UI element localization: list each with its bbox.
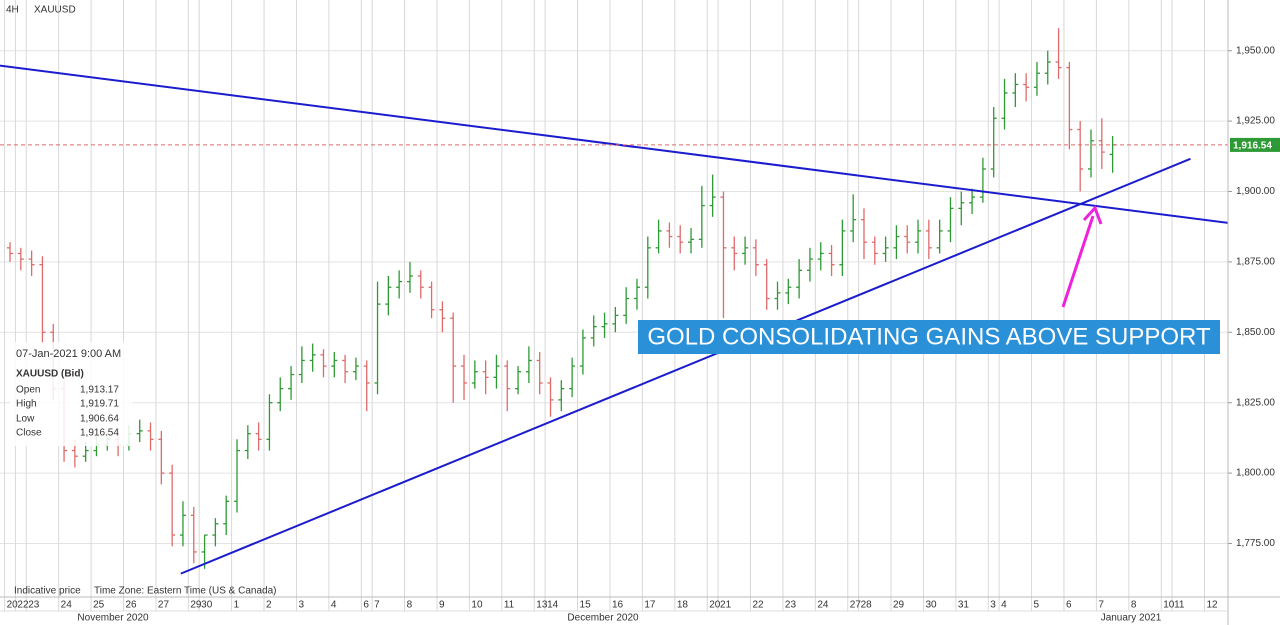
x-tick-label: 24 [817, 600, 829, 611]
x-tick-label: 18 [677, 600, 689, 611]
x-tick-label: 23 [28, 600, 40, 611]
y-tick-label: 1,850.00 [1236, 327, 1275, 338]
x-tick-label: 25 [93, 600, 105, 611]
info-label: Open [16, 385, 40, 396]
x-tick-label: 3 [990, 600, 996, 611]
info-value: 1,913.17 [80, 385, 119, 396]
info-title: XAUUSD (Bid) [16, 369, 84, 380]
x-tick-label: 26 [126, 600, 138, 611]
x-tick-label: 30 [925, 600, 937, 611]
arrow-shaft [1061, 215, 1095, 308]
x-tick-label: 31 [958, 600, 970, 611]
info-panel-bg [10, 342, 132, 446]
y-tick-label: 1,825.00 [1236, 397, 1275, 408]
month-label: November 2020 [77, 613, 149, 624]
y-tick-label: 1,900.00 [1236, 186, 1275, 197]
x-tick-label: 5 [1034, 600, 1040, 611]
x-tick-label: 16 [612, 600, 624, 611]
x-tick-label: 7 [1098, 600, 1104, 611]
x-tick-label: 11 [504, 600, 515, 611]
month-label: January 2021 [1101, 613, 1162, 624]
trendline [180, 157, 1191, 575]
x-tick-label: 6 [363, 600, 369, 611]
x-tick-label: 6 [1066, 600, 1072, 611]
info-value: 1,916.54 [80, 428, 119, 439]
y-tick-label: 1,800.00 [1236, 468, 1275, 479]
last-price-label: 1,916.54 [1233, 141, 1272, 152]
info-panel: 07-Jan-2021 9:00 AM XAUUSD (Bid) Open 1,… [10, 342, 132, 446]
x-tick-label: 8 [1131, 600, 1137, 611]
x-tick-label: 1 [234, 600, 240, 611]
x-tick-label: 29 [893, 600, 905, 611]
x-tick-label: 11 [1174, 600, 1185, 611]
x-tick-label: 8 [407, 600, 413, 611]
x-tick-label: 12 [1207, 600, 1219, 611]
info-label: Close [16, 428, 42, 439]
x-tick-label: 22 [17, 600, 29, 611]
x-tick-label: 4 [331, 600, 337, 611]
trendline [0, 64, 1228, 224]
info-value: 1,919.71 [80, 399, 119, 410]
annotation-text: GOLD CONSOLIDATING GAINS ABOVE SUPPORT [647, 323, 1211, 350]
x-tick-label: 21 [720, 600, 732, 611]
last-price-box [1230, 137, 1280, 152]
y-tick-label: 1,875.00 [1236, 257, 1275, 268]
x-tick-label: 3 [298, 600, 304, 611]
x-tick-label: 7 [374, 600, 380, 611]
timeframe: 4H [6, 5, 19, 16]
x-tick-label: 9 [439, 600, 445, 611]
x-tick-label: 22 [752, 600, 764, 611]
x-tick-label: 29 [190, 600, 202, 611]
x-tick-label: 27 [850, 600, 862, 611]
x-tick-label: 4 [1001, 600, 1007, 611]
info-datetime: 07-Jan-2021 9:00 AM [16, 348, 121, 360]
x-tick-label: 24 [61, 600, 73, 611]
x-tick-label: 20 [7, 600, 19, 611]
x-tick-label: 17 [644, 600, 656, 611]
x-tick-label: 28 [861, 600, 873, 611]
x-tick-label: 20 [709, 600, 721, 611]
x-tick-label: 2 [266, 600, 272, 611]
info-value: 1,906.64 [80, 414, 119, 425]
info-label: Low [16, 414, 35, 425]
annotation: GOLD CONSOLIDATING GAINS ABOVE SUPPORT [638, 205, 1220, 354]
x-tick-label: 13 [536, 600, 548, 611]
annotation-box [638, 320, 1220, 354]
y-tick-label: 1,950.00 [1236, 45, 1275, 56]
x-tick-label: 30 [201, 600, 213, 611]
grid [0, 0, 1232, 611]
y-tick-label: 1,775.00 [1236, 538, 1275, 549]
footer-note: Time Zone: Eastern Time (US & Canada) [94, 586, 276, 597]
month-label: December 2020 [567, 613, 639, 624]
y-tick-label: 1,925.00 [1236, 116, 1275, 127]
x-tick-label: 15 [580, 600, 592, 611]
footer-note: Indicative price [14, 586, 81, 597]
x-tick-label: 14 [547, 600, 559, 611]
symbol: XAUUSD [34, 5, 76, 16]
plot [0, 28, 1228, 575]
arrow-head [1082, 205, 1103, 225]
x-tick-label: 23 [785, 600, 797, 611]
x-tick-label: 10 [1163, 600, 1175, 611]
info-label: High [16, 399, 37, 410]
x-tick-label: 27 [158, 600, 170, 611]
x-tick-label: 10 [471, 600, 483, 611]
